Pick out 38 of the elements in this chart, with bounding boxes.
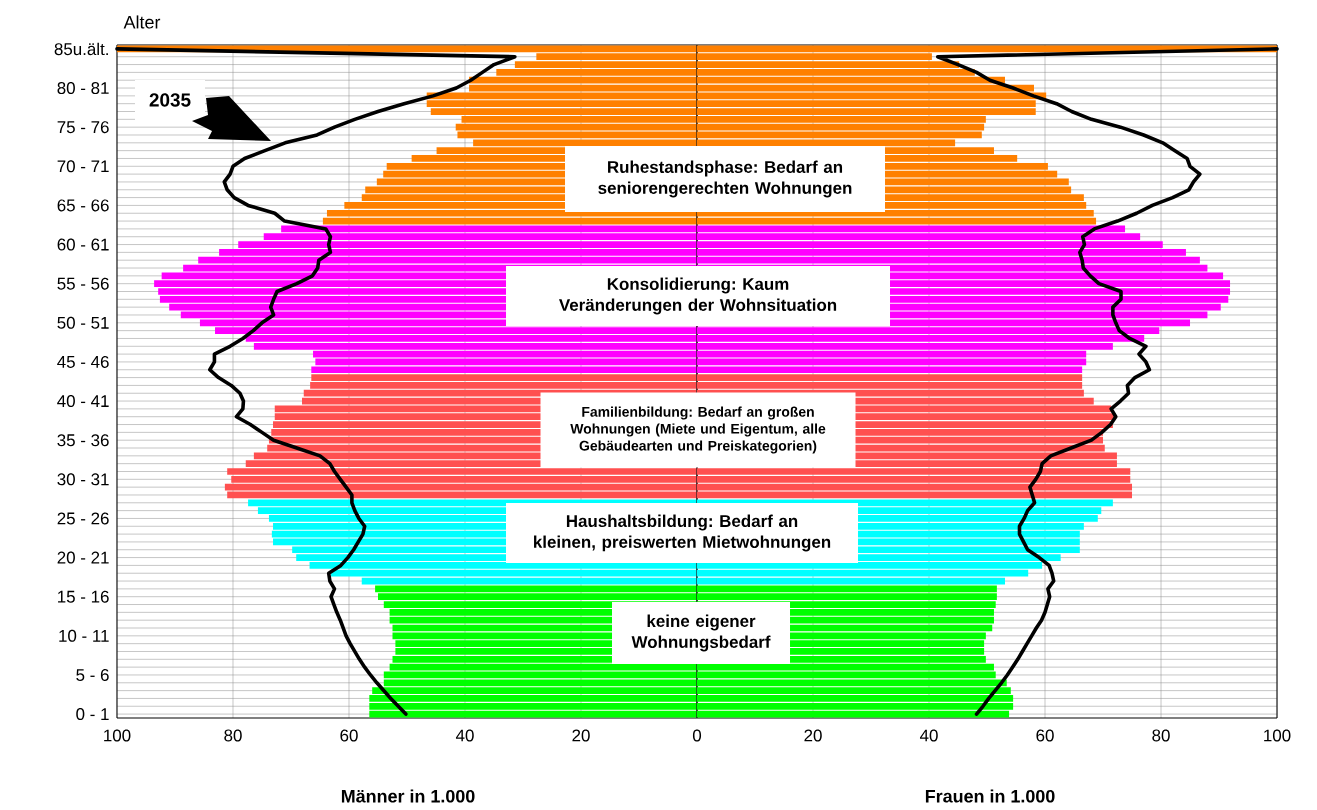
- x-tick-label: 80: [224, 729, 242, 742]
- y-tick-label: 10 - 11: [59, 629, 109, 642]
- x-tick-label: 100: [1264, 729, 1291, 742]
- y-tick-label: 45 - 46: [57, 355, 109, 368]
- y-tick-label: 30 - 31: [57, 473, 109, 486]
- x-tick-label: 20: [804, 729, 822, 742]
- y-tick-label: 15 - 16: [58, 590, 109, 603]
- y-tick-label: 0 - 1: [76, 708, 109, 721]
- y-tick-label: 5 - 6: [76, 668, 109, 681]
- x-axis-title: Frauen in 1.000: [925, 789, 1055, 803]
- x-tick-label: 60: [1036, 729, 1054, 742]
- annotation: Haushaltsbildung: Bedarf an kleinen, preiswerten Mietwohnungen: [534, 514, 831, 552]
- x-tick-label: 40: [919, 729, 938, 742]
- x-tick-label: 40: [455, 729, 474, 742]
- annotation: keine eigener Wohnungsbedarf: [631, 614, 771, 652]
- y-tick-label: 35 - 36: [57, 434, 109, 447]
- y-axis-title: Alter: [123, 15, 161, 29]
- annotation: Konsolidierung: Kaum Veränderungen der Wohnsituation: [559, 277, 837, 315]
- x-tick-label: 60: [340, 729, 358, 742]
- x-tick-label: 20: [572, 729, 590, 742]
- x-tick-label: 80: [1152, 729, 1170, 742]
- x-axis-title: Männer in 1.000: [341, 789, 475, 803]
- x-tick-label: 0: [692, 729, 702, 742]
- y-tick-label: 55 - 56: [57, 277, 109, 290]
- annotation: 2035: [149, 93, 191, 107]
- y-tick-label: 40 - 41: [57, 395, 109, 408]
- y-tick-label: 20 - 21: [57, 551, 109, 564]
- y-tick-label: 80 - 81: [57, 82, 109, 95]
- y-tick-label: 70 - 71: [57, 160, 109, 173]
- y-tick-label: 65 - 66: [57, 199, 109, 212]
- y-tick-label: 50 - 51: [57, 316, 109, 329]
- y-tick-label: 75 - 76: [57, 121, 109, 134]
- x-tick-label: 100: [104, 729, 131, 742]
- y-tick-label: 25 - 26: [57, 512, 109, 525]
- annotation: Familienbildung: Bedarf an großen Wohnungen (Miete und Eigentum, alle Gebäudearten und Preiskategorien): [570, 406, 826, 454]
- y-tick-label: 60 - 61: [57, 238, 109, 251]
- y-tick-label: 85u.ält.: [54, 42, 108, 56]
- annotation: Ruhestandsphase: Bedarf an seniorengerechten Wohnungen: [598, 160, 852, 198]
